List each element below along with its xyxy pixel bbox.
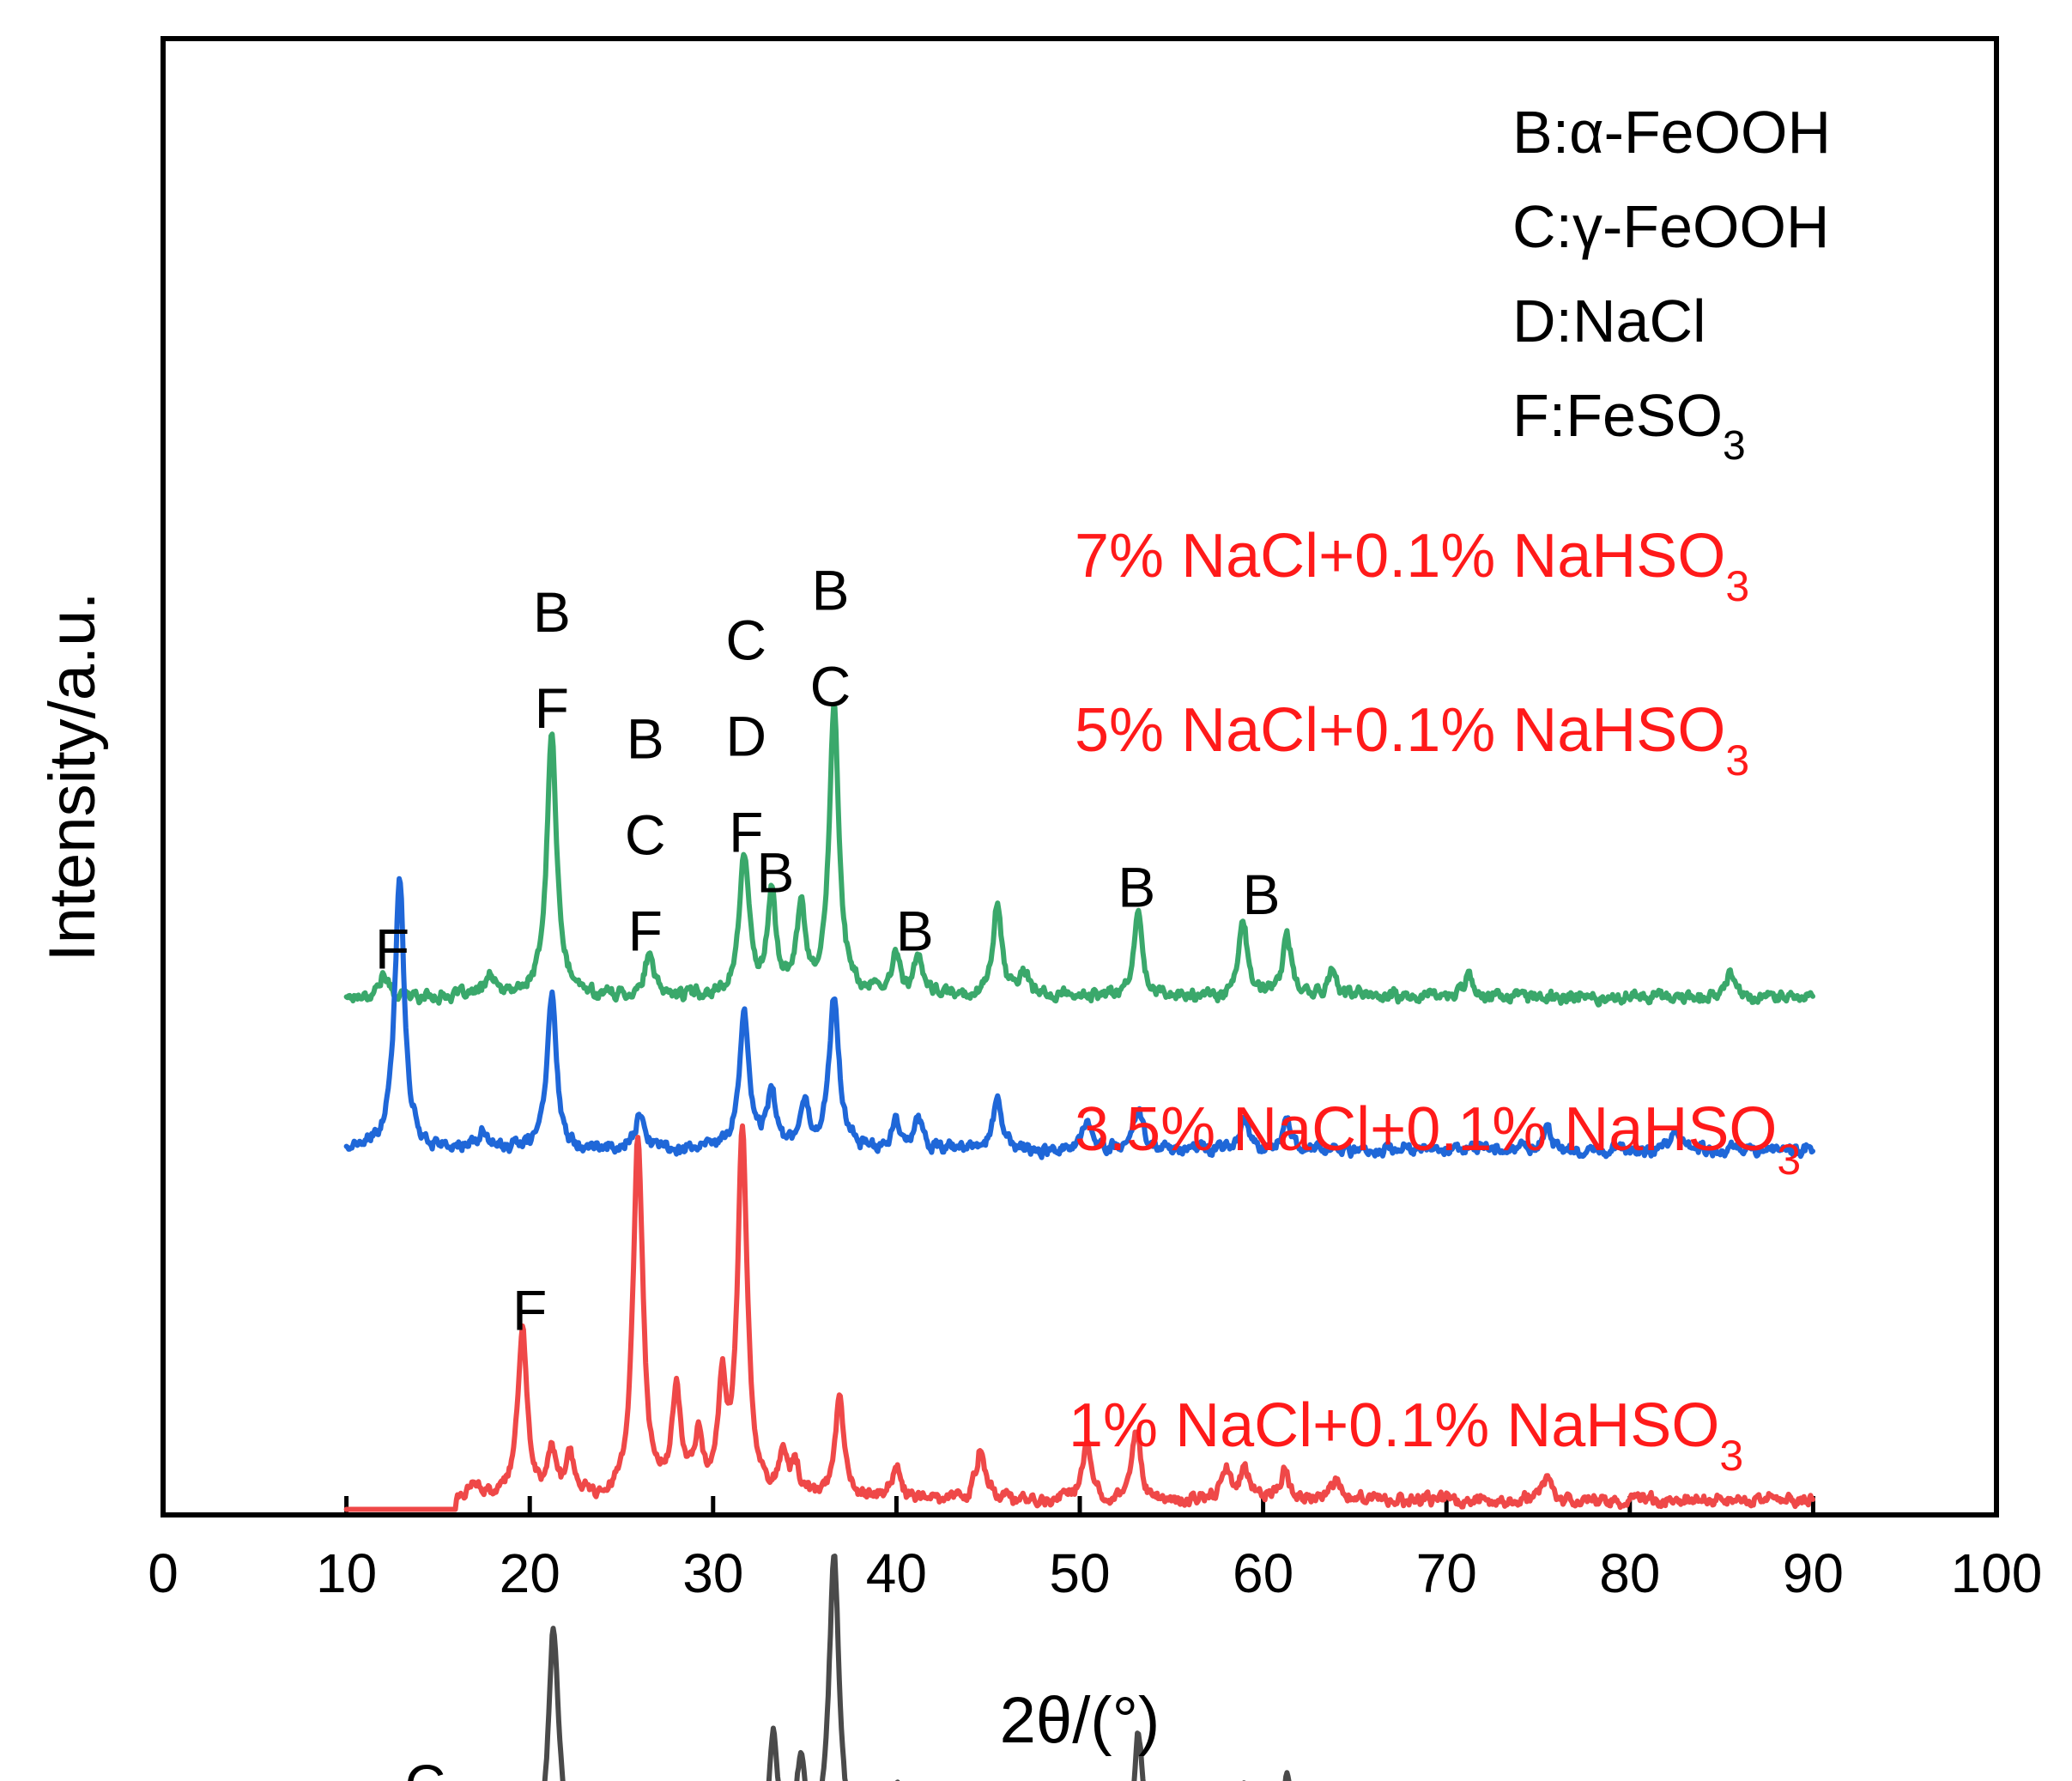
- x-tick-label: 20: [500, 1542, 560, 1604]
- peak-label: B: [627, 706, 664, 770]
- x-tick-label: 100: [1951, 1542, 2043, 1604]
- legend-entry: B:α-FeOOH: [1512, 99, 1831, 166]
- series-label: 5% NaCl+0.1% NaHSO3: [1075, 696, 1749, 784]
- peak-label: C: [405, 1753, 446, 1781]
- peak-label: D: [725, 705, 766, 768]
- legend: B:α-FeOOH C:γ-FeOOH D:NaCl F:FeSO3: [1512, 99, 1831, 469]
- legend-entry: F:FeSO3: [1512, 382, 1746, 469]
- x-tick-label: 0: [148, 1542, 179, 1604]
- legend-entry: C:γ-FeOOH: [1512, 193, 1829, 260]
- x-axis-title: 2θ/(°): [1000, 1684, 1160, 1757]
- x-tick-label: 80: [1599, 1542, 1660, 1604]
- x-tick-label: 70: [1416, 1542, 1477, 1604]
- y-axis-title: Intensity/a.u.: [36, 592, 109, 962]
- x-tick-label: 60: [1233, 1542, 1293, 1604]
- peak-label: B: [756, 840, 794, 904]
- peak-annotations: FBFBCFCDFBBCBBBFC: [375, 559, 1281, 1781]
- peak-label: B: [811, 559, 849, 622]
- series-label: 3.5% NaCl+0.1% NaHSO3: [1075, 1095, 1801, 1184]
- peak-label: B: [1242, 863, 1280, 926]
- peak-label: C: [725, 609, 766, 672]
- peak-label: F: [628, 899, 663, 962]
- peak-label: F: [729, 801, 763, 864]
- x-tick-label: 50: [1049, 1542, 1110, 1604]
- peak-label: F: [375, 918, 409, 981]
- peak-label: C: [810, 655, 851, 718]
- series-line: [343, 702, 1815, 1008]
- peak-label: B: [1118, 855, 1155, 918]
- series-label: 7% NaCl+0.1% NaHSO3: [1075, 522, 1749, 610]
- peak-label: F: [535, 676, 569, 740]
- x-tick-label: 40: [866, 1542, 927, 1604]
- peak-label: C: [625, 803, 666, 866]
- series-line: [343, 1123, 1815, 1512]
- x-tick-label: 30: [682, 1542, 743, 1604]
- series-group: 7% NaCl+0.1% NaHSO3 5% NaCl+0.1% NaHSO3 3.…: [343, 522, 1815, 1781]
- legend-entry: D:NaCl: [1512, 288, 1706, 354]
- x-tick-label: 90: [1783, 1542, 1844, 1604]
- peak-label: B: [533, 580, 571, 644]
- x-tick-label: 10: [316, 1542, 377, 1604]
- peak-label: B: [896, 899, 934, 962]
- peak-label: F: [512, 1278, 547, 1342]
- plot-frame: [161, 36, 1999, 1517]
- series-line: [343, 875, 1815, 1160]
- series-label: 1% NaCl+0.1% NaHSO3: [1069, 1391, 1743, 1480]
- x-axis: 0 10 20 30 40 50 60 70 80 90 100: [148, 1496, 2042, 1604]
